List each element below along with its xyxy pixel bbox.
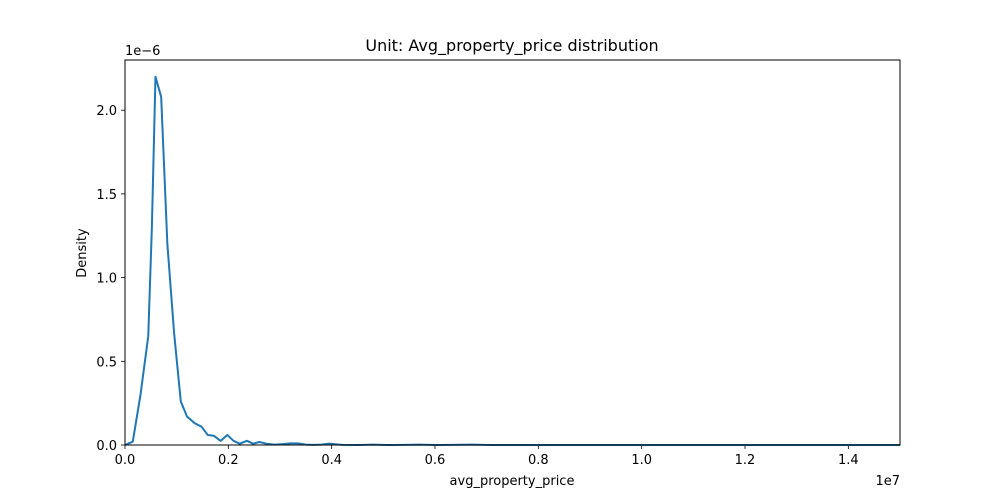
- y-axis-ticks: 0.0 0.5 1.0 1.5 2.0: [96, 104, 125, 454]
- chart-title: Unit: Avg_property_price distribution: [365, 36, 658, 56]
- x-tick-label: 0.8: [528, 453, 549, 468]
- plot-frame: [124, 59, 901, 446]
- x-offset-label: 1e7: [875, 474, 900, 489]
- plot-area: [124, 75, 900, 446]
- x-tick-label: 0.4: [321, 453, 342, 468]
- x-tick-label: 1.4: [838, 453, 859, 468]
- y-tick-label: 0.0: [96, 439, 117, 454]
- y-axis-label: Density: [75, 228, 90, 278]
- y-tick-label: 0.5: [96, 355, 117, 370]
- x-tick-label: 0.6: [425, 453, 446, 468]
- x-tick-label: 0.2: [218, 453, 239, 468]
- y-tick-label: 1.5: [96, 188, 117, 203]
- x-tick-label: 1.2: [735, 453, 756, 468]
- x-axis-ticks: 0.0 0.2 0.4 0.6 0.8 1.0 1.2 1.4: [115, 445, 859, 468]
- y-tick-label: 2.0: [96, 104, 117, 119]
- x-axis-label: avg_property_price: [450, 474, 575, 489]
- y-offset-label: 1e−6: [125, 44, 160, 59]
- density-series-line: [124, 75, 900, 446]
- y-tick-label: 1.0: [96, 272, 117, 287]
- x-tick-label: 0.0: [115, 453, 136, 468]
- x-tick-label: 1.0: [631, 453, 652, 468]
